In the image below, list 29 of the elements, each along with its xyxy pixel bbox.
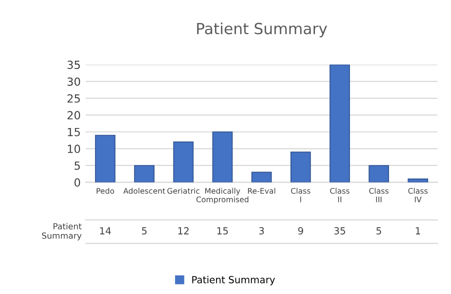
data-label: 1 bbox=[416, 227, 420, 234]
chart-title: Patient Summary bbox=[197, 22, 328, 38]
y-tick-label: 20 bbox=[68, 111, 80, 120]
bar bbox=[251, 172, 272, 182]
bar bbox=[134, 165, 155, 182]
data-label: 15 bbox=[217, 227, 228, 234]
bar bbox=[95, 134, 116, 182]
y-tick-label: 5 bbox=[74, 162, 80, 170]
bar bbox=[408, 178, 428, 182]
y-tick-label: 35 bbox=[68, 60, 80, 70]
legend-label: Patient Summary bbox=[192, 276, 275, 286]
data-label: 9 bbox=[298, 227, 304, 234]
y-tick-label: 30 bbox=[68, 77, 80, 86]
text: Patient Summary bbox=[42, 222, 82, 240]
y-tick-label: 15 bbox=[68, 128, 80, 136]
data-label: 3 bbox=[259, 227, 264, 234]
data-label: 5 bbox=[142, 227, 147, 234]
data-label: 35 bbox=[334, 227, 346, 234]
y-tick-label: 0 bbox=[74, 178, 80, 187]
bar bbox=[212, 131, 233, 182]
bar bbox=[290, 152, 311, 182]
data-label: 12 bbox=[178, 227, 189, 234]
bar bbox=[368, 165, 390, 182]
y-tick-label: 25 bbox=[68, 94, 80, 103]
bar bbox=[330, 64, 350, 182]
y-tick-label: 10 bbox=[68, 144, 80, 154]
data-label: 5 bbox=[376, 227, 382, 234]
bar bbox=[173, 142, 194, 182]
data-label: 14 bbox=[100, 227, 111, 234]
